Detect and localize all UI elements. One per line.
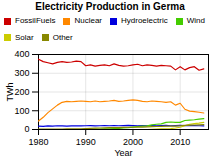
html-text:FossilFuels: FossilFuels [15,16,56,26]
svg-text:TWh: TWh [5,83,15,102]
svg-text:300: 300 [14,68,29,78]
svg-text:100: 100 [14,106,29,116]
html-text:Other: Other [52,32,73,42]
svg-text:Year: Year [114,148,132,158]
svg-text:2010: 2010 [170,137,190,147]
svg-text:400: 400 [14,49,29,59]
html-text:Hydroelectric: Hydroelectric [121,16,168,26]
svg-text:0: 0 [24,124,29,134]
html-text:Nuclear: Nuclear [74,16,102,26]
svg-text:1980: 1980 [28,137,48,147]
svg-text:1990: 1990 [76,137,96,147]
svg-text:200: 200 [14,87,29,97]
html-text:Solar: Solar [15,32,34,42]
html-text:Electricity Production in Germ: Electricity Production in Germa [35,1,185,12]
html-text:Wind: Wind [186,16,205,26]
svg-text:2000: 2000 [123,137,143,147]
